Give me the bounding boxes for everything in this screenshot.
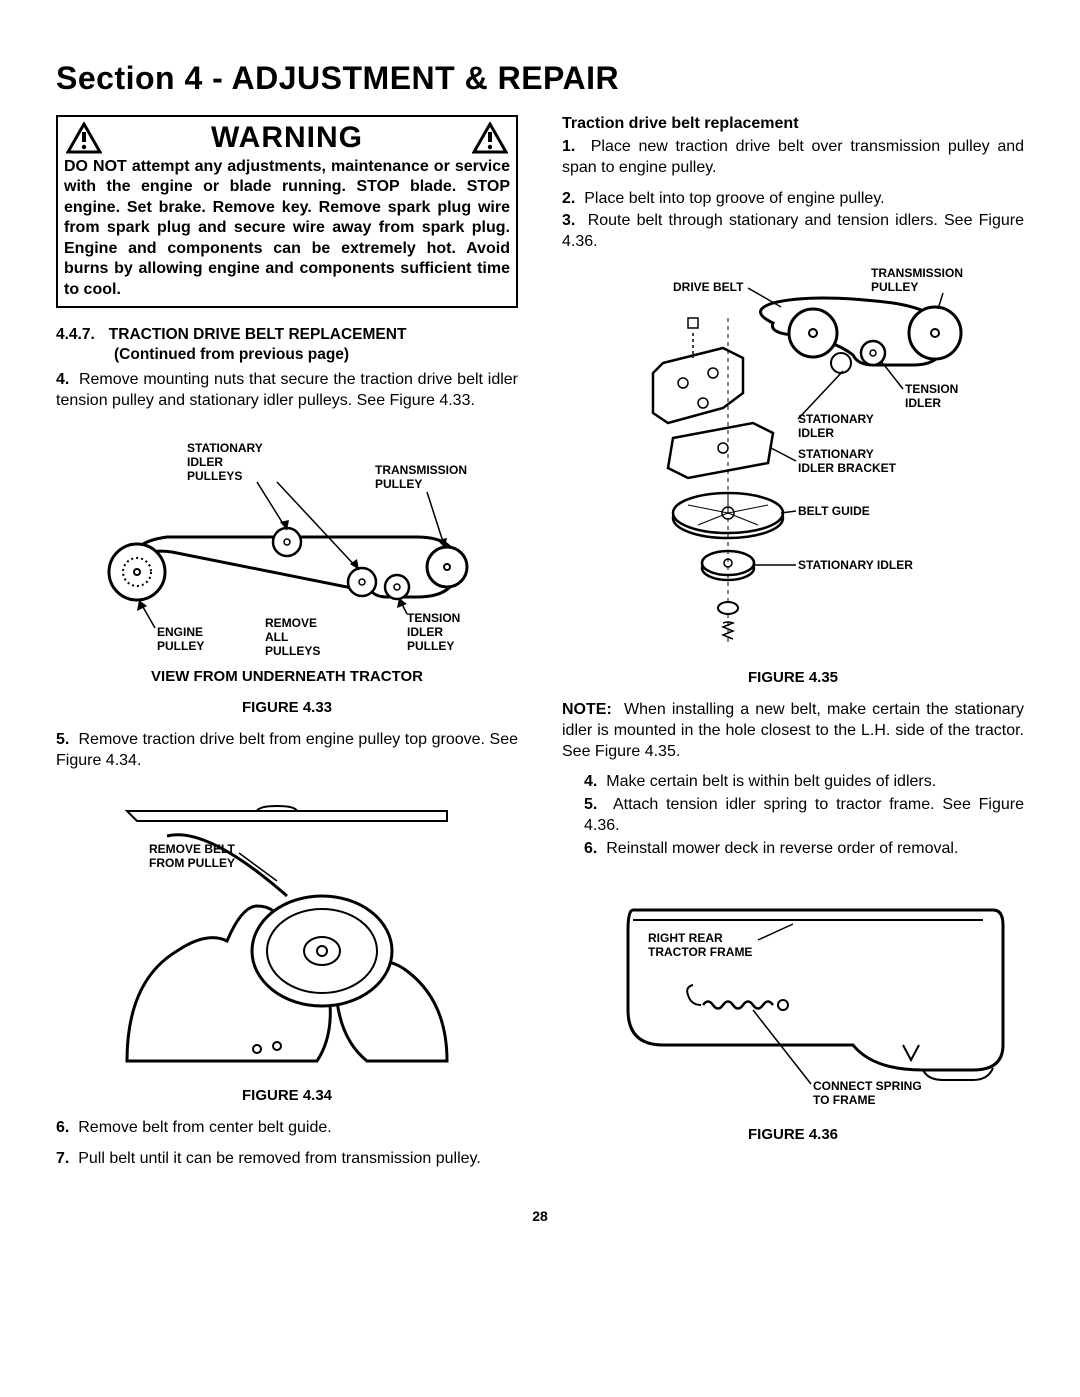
svg-text:STATIONARY: STATIONARY: [798, 412, 874, 426]
two-column-layout: WARNING DO NOT attempt any adjustments, …: [56, 115, 1024, 1180]
step-text: Reinstall mower deck in reverse order of…: [606, 840, 958, 857]
step-number: 6.: [584, 840, 597, 857]
right-column: Traction drive belt replacement 1. Place…: [562, 115, 1024, 1180]
svg-text:REMOVE: REMOVE: [265, 616, 317, 630]
step-number: 4.: [584, 773, 597, 790]
step-number: 3.: [562, 212, 575, 229]
figure-caption: VIEW FROM UNDERNEATH TRACTOR: [56, 668, 518, 685]
continued-note: (Continued from previous page): [114, 346, 518, 364]
svg-text:REMOVE BELT: REMOVE BELT: [149, 842, 235, 856]
section-title: TRACTION DRIVE BELT REPLACEMENT: [109, 326, 407, 344]
svg-text:TRANSMISSION: TRANSMISSION: [871, 266, 963, 280]
step-number: 5.: [584, 796, 597, 813]
note-text: When installing a new belt, make certain…: [562, 701, 1024, 760]
step-4r: 4. Make certain belt is within belt guid…: [584, 772, 1024, 793]
step-text: Attach tension idler spring to tractor f…: [584, 796, 1024, 834]
svg-text:TRACTOR FRAME: TRACTOR FRAME: [648, 945, 752, 959]
warning-body-text: DO NOT attempt any adjustments, maintena…: [64, 157, 510, 300]
step-text: Place belt into top groove of engine pul…: [584, 190, 884, 207]
figure-4-36: RIGHT REAR TRACTOR FRAME CONNECT SPRING …: [562, 870, 1024, 1143]
svg-text:TENSION: TENSION: [905, 382, 958, 396]
svg-text:DRIVE BELT: DRIVE BELT: [673, 280, 744, 294]
figure-number: FIGURE 4.33: [56, 699, 518, 716]
warning-triangle-icon: [472, 122, 508, 154]
svg-text:IDLER: IDLER: [905, 396, 941, 410]
svg-text:TENSION: TENSION: [407, 611, 460, 625]
step-number: 4.: [56, 371, 69, 388]
svg-text:TO FRAME: TO FRAME: [813, 1093, 875, 1107]
section-heading: 4.4.7. TRACTION DRIVE BELT REPLACEMENT: [56, 326, 518, 344]
warning-triangle-icon: [66, 122, 102, 154]
note-block: NOTE: When installing a new belt, make c…: [562, 700, 1024, 762]
step-text: Pull belt until it can be removed from t…: [78, 1150, 481, 1167]
step-number: 1.: [562, 138, 575, 155]
step-1: 1. Place new traction drive belt over tr…: [562, 137, 1024, 179]
step-number: 2.: [562, 190, 575, 207]
warning-header: WARNING: [64, 117, 510, 157]
section-number: 4.4.7.: [56, 326, 95, 344]
figure-number: FIGURE 4.36: [562, 1126, 1024, 1143]
svg-text:PULLEY: PULLEY: [871, 280, 918, 294]
svg-text:PULLEYS: PULLEYS: [265, 644, 320, 658]
step-number: 6.: [56, 1119, 69, 1136]
svg-text:IDLER BRACKET: IDLER BRACKET: [798, 461, 897, 475]
step-text: Make certain belt is within belt guides …: [606, 773, 936, 790]
step-6: 6. Remove belt from center belt guide.: [56, 1118, 518, 1139]
continuation-steps: 4. Make certain belt is within belt guid…: [562, 772, 1024, 859]
right-subheading: Traction drive belt replacement: [562, 115, 1024, 133]
step-text: Route belt through stationary and tensio…: [562, 212, 1024, 250]
left-column: WARNING DO NOT attempt any adjustments, …: [56, 115, 518, 1180]
svg-text:PULLEY: PULLEY: [157, 639, 204, 653]
step-2: 2. Place belt into top groove of engine …: [562, 189, 1024, 210]
step-text: Place new traction drive belt over trans…: [562, 138, 1024, 176]
svg-text:FROM PULLEY: FROM PULLEY: [149, 856, 235, 870]
step-text: Remove belt from center belt guide.: [78, 1119, 331, 1136]
note-label: NOTE:: [562, 701, 612, 718]
svg-text:ENGINE: ENGINE: [157, 625, 203, 639]
figure-number: FIGURE 4.34: [56, 1087, 518, 1104]
svg-text:PULLEY: PULLEY: [407, 639, 454, 653]
svg-text:ALL: ALL: [265, 630, 288, 644]
warning-box: WARNING DO NOT attempt any adjustments, …: [56, 115, 518, 308]
figure-4-34: REMOVE BELT FROM PULLEY FIGURE 4.34: [56, 781, 518, 1104]
page-number: 28: [56, 1208, 1024, 1224]
step-number: 5.: [56, 731, 69, 748]
svg-text:IDLER: IDLER: [407, 625, 443, 639]
step-text: Remove mounting nuts that secure the tra…: [56, 371, 518, 409]
step-text: Remove traction drive belt from engine p…: [56, 731, 518, 769]
svg-text:TRANSMISSION: TRANSMISSION: [375, 463, 467, 477]
svg-text:STATIONARY IDLER: STATIONARY IDLER: [798, 558, 913, 572]
step-6r: 6. Reinstall mower deck in reverse order…: [584, 839, 1024, 860]
step-4: 4. Remove mounting nuts that secure the …: [56, 370, 518, 412]
svg-text:PULLEY: PULLEY: [375, 477, 422, 491]
warning-title: WARNING: [211, 121, 363, 155]
step-5: 5. Remove traction drive belt from engin…: [56, 730, 518, 772]
svg-text:IDLER: IDLER: [798, 426, 834, 440]
svg-text:STATIONARY: STATIONARY: [798, 447, 874, 461]
page-title: Section 4 - ADJUSTMENT & REPAIR: [56, 60, 1024, 97]
step-3: 3. Route belt through stationary and ten…: [562, 211, 1024, 253]
figure-number: FIGURE 4.35: [562, 669, 1024, 686]
step-number: 7.: [56, 1150, 69, 1167]
svg-text:CONNECT SPRING: CONNECT SPRING: [813, 1079, 922, 1093]
figure-4-33: STATIONARY IDLER PULLEYS TRANSMISSION PU…: [56, 422, 518, 716]
manual-page: Section 4 - ADJUSTMENT & REPAIR WARNING: [0, 0, 1080, 1264]
step-5r: 5. Attach tension idler spring to tracto…: [584, 795, 1024, 837]
step-7: 7. Pull belt until it can be removed fro…: [56, 1149, 518, 1170]
svg-text:RIGHT REAR: RIGHT REAR: [648, 931, 723, 945]
svg-text:STATIONARY: STATIONARY: [187, 441, 263, 455]
svg-text:PULLEYS: PULLEYS: [187, 469, 242, 483]
figure-4-35: DRIVE BELT TRANSMISSION PULLEY TENSION I…: [562, 263, 1024, 686]
svg-text:BELT GUIDE: BELT GUIDE: [798, 504, 870, 518]
svg-text:IDLER: IDLER: [187, 455, 223, 469]
